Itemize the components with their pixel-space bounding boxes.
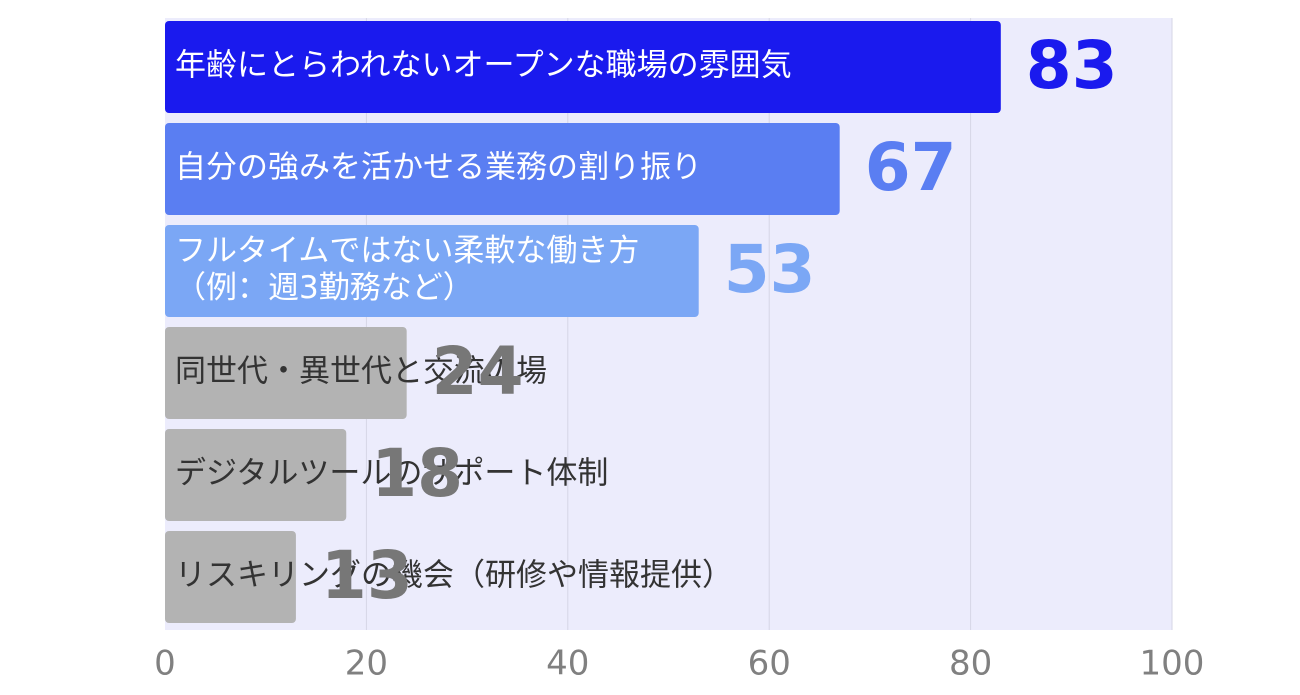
category-label: 同世代・異世代と交流の場 xyxy=(175,354,547,390)
x-tick-label: 100 xyxy=(1140,644,1205,684)
value-label: 18 xyxy=(371,435,463,512)
x-tick-label: 0 xyxy=(154,644,176,684)
bar xyxy=(165,429,347,521)
category-label: 自分の強みを活かせる業務の割り振り xyxy=(175,150,702,186)
value-label: 24 xyxy=(432,333,524,410)
value-label: 53 xyxy=(724,231,816,308)
bar xyxy=(165,327,407,419)
x-tick-label: 40 xyxy=(546,644,589,684)
category-label: （例：週3勤務など） xyxy=(175,270,474,306)
bar xyxy=(165,225,699,317)
value-label: 83 xyxy=(1026,27,1118,104)
category-label: デジタルツールのサポート体制 xyxy=(175,456,608,492)
value-label: 13 xyxy=(321,537,413,614)
category-label: リスキリングの機会（研修や情報提供） xyxy=(175,558,733,594)
bar xyxy=(165,531,296,623)
x-axis-ticks: 0 20 40 60 80 100 xyxy=(154,644,1204,684)
category-label: 年齢にとらわれないオープンな職場の雰囲気 xyxy=(175,48,792,84)
bar xyxy=(165,123,840,215)
bar xyxy=(165,21,1001,113)
x-tick-label: 60 xyxy=(748,644,791,684)
gridlines xyxy=(365,18,1173,630)
plot-background xyxy=(165,18,1172,630)
bars: 年齢にとらわれないオープンな職場の雰囲気 83 自分の強みを活かせる業務の割り振り 6… xyxy=(165,21,1118,623)
x-tick-label: 20 xyxy=(345,644,388,684)
category-label: フルタイムではない柔軟な働き方 xyxy=(175,233,639,269)
x-tick-label: 80 xyxy=(949,644,992,684)
value-label: 67 xyxy=(865,129,957,206)
